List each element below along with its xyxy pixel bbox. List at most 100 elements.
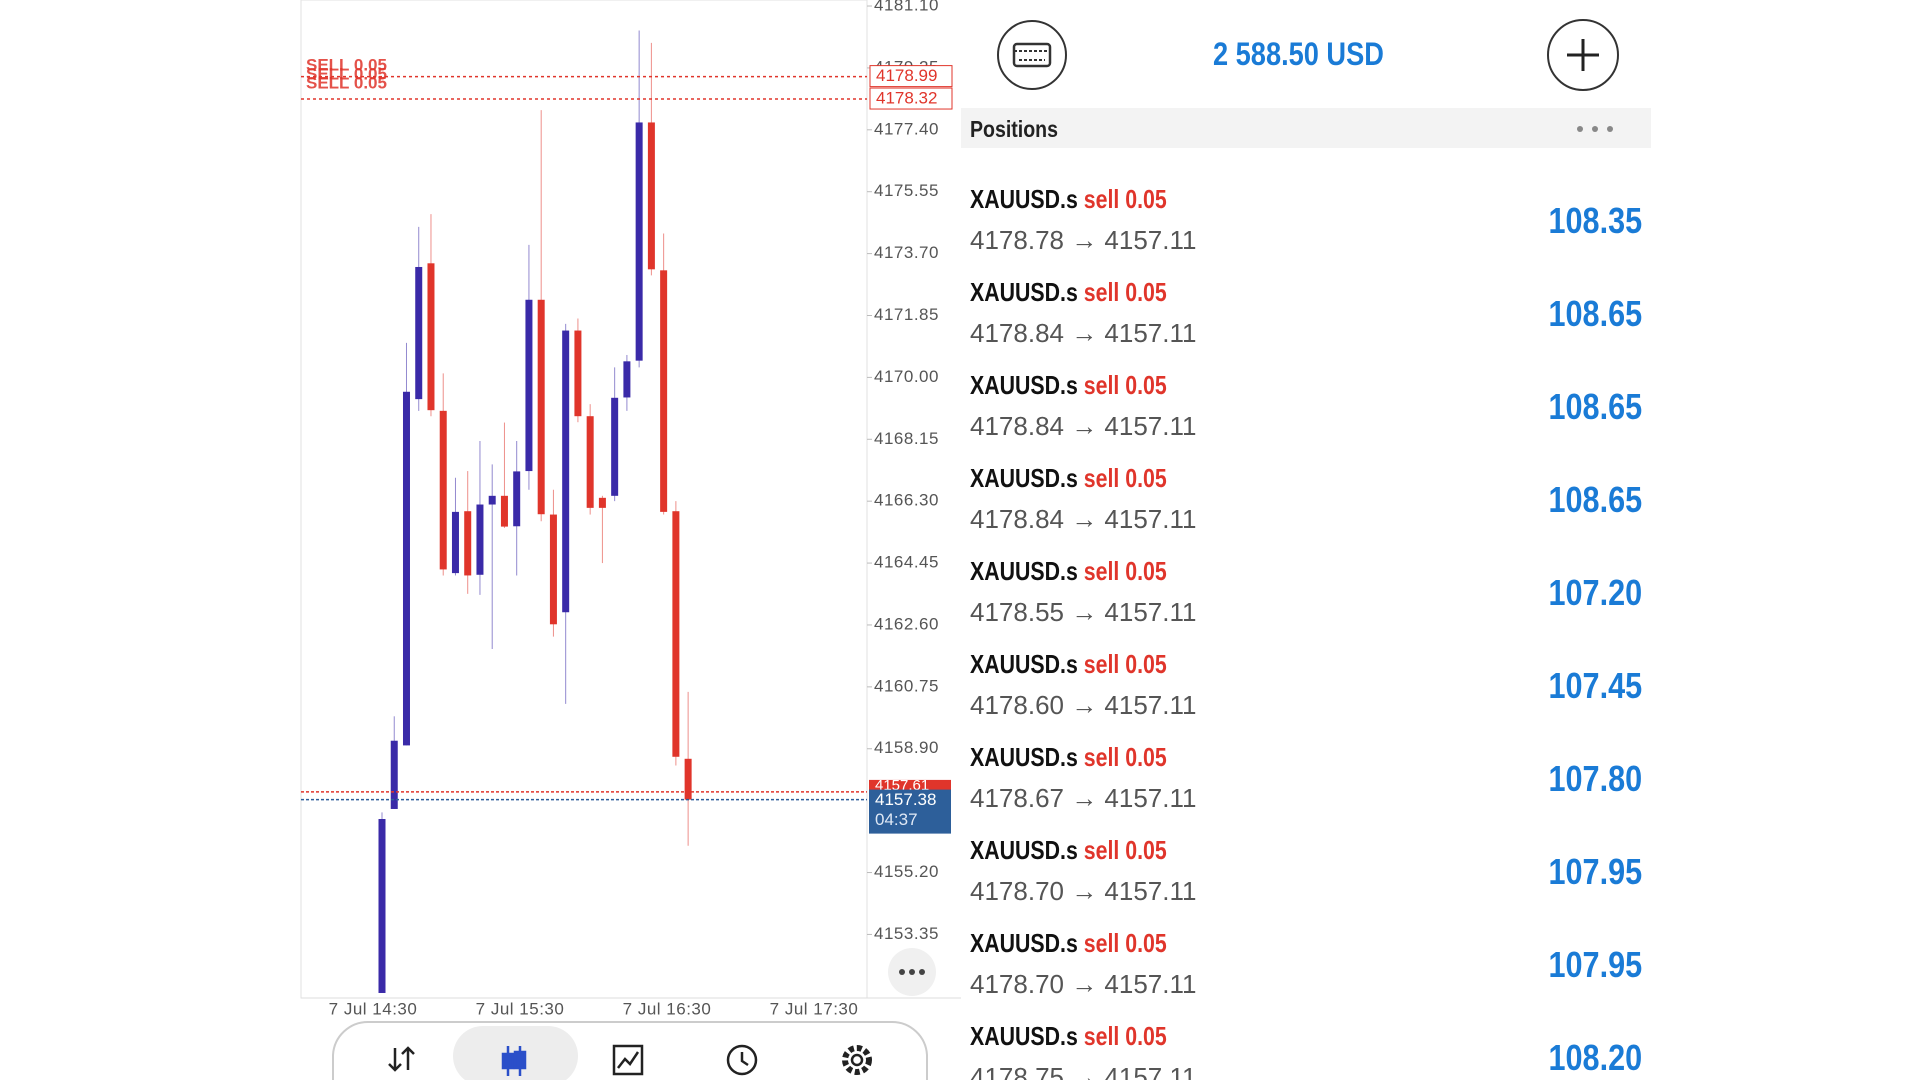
x-tick-label: 7 Jul 17:30 — [770, 999, 859, 1018]
bid-label: 4157.38 — [875, 790, 936, 809]
order-tag: SELL 0.05 — [306, 64, 387, 83]
position-row[interactable]: XAUUSD.s sell 0.05 4178.78 → 4157.11 108.3… — [970, 184, 1642, 277]
candle-body — [488, 495, 496, 505]
toolbar — [332, 1020, 928, 1080]
candle-body — [684, 758, 692, 800]
symbol: XAUUSD.s — [970, 556, 1078, 586]
prices: 4178.60 → 4157.11 — [970, 690, 1197, 720]
candle-body — [647, 122, 655, 270]
settings-tab[interactable] — [842, 1045, 872, 1075]
profit: 108.35 — [1548, 200, 1642, 241]
position-title: XAUUSD.s sell 0.05 — [970, 556, 1167, 587]
symbol: XAUUSD.s — [970, 649, 1078, 679]
bid-box — [869, 789, 951, 834]
candle-body — [439, 410, 447, 570]
symbol: XAUUSD.s — [970, 463, 1078, 493]
symbol: XAUUSD.s — [970, 370, 1078, 400]
candle-body — [476, 504, 484, 575]
candle-body — [623, 361, 631, 398]
balance: 2 588.50 USD — [1213, 36, 1384, 72]
y-tick-label: 4177.40 — [874, 119, 939, 138]
candle-body — [574, 330, 582, 417]
side: sell 0.05 — [1083, 742, 1167, 772]
position-title: XAUUSD.s sell 0.05 — [970, 463, 1167, 494]
prices: 4178.84 → 4157.11 — [970, 411, 1197, 441]
candle-body — [549, 514, 557, 625]
chart: 4181.104179.254177.404175.554173.704171.… — [300, 0, 961, 1080]
new-order-button[interactable] — [1543, 15, 1623, 95]
positions-menu[interactable] — [1575, 124, 1615, 134]
position-row[interactable]: XAUUSD.s sell 0.05 4178.75 → 4157.11 108.2… — [970, 1021, 1642, 1080]
position-row[interactable]: XAUUSD.s sell 0.05 4178.67 → 4157.11 107.8… — [970, 742, 1642, 835]
side: sell 0.05 — [1083, 370, 1167, 400]
side: sell 0.05 — [1083, 835, 1167, 865]
candle-body — [635, 122, 643, 361]
position-row[interactable]: XAUUSD.s sell 0.05 4178.60 → 4157.11 107.4… — [970, 649, 1642, 742]
side: sell 0.05 — [1083, 277, 1167, 307]
candle-body — [525, 299, 533, 472]
position-title: XAUUSD.s sell 0.05 — [970, 928, 1167, 959]
profit: 107.95 — [1548, 944, 1642, 985]
profit: 107.95 — [1548, 851, 1642, 892]
candle-body — [672, 511, 680, 757]
position-row[interactable]: XAUUSD.s sell 0.05 4178.84 → 4157.11 108.6… — [970, 463, 1642, 556]
candle-body — [500, 495, 508, 527]
profit: 108.20 — [1548, 1037, 1642, 1078]
candle-body — [513, 471, 521, 527]
candle-body — [586, 416, 594, 508]
position-title: XAUUSD.s sell 0.05 — [970, 742, 1167, 773]
order-tag: SELL 0.05 — [306, 73, 387, 92]
positions-header: Positions — [961, 108, 1651, 148]
y-tick-label: 4171.85 — [874, 305, 939, 324]
y-tick-label: 4181.10 — [874, 0, 939, 15]
profit: 108.65 — [1548, 293, 1642, 334]
y-tick-label: 4158.90 — [874, 738, 939, 757]
profit: 108.65 — [1548, 479, 1642, 520]
position-row[interactable]: XAUUSD.s sell 0.05 4178.55 → 4157.11 107.2… — [970, 556, 1642, 649]
position-title: XAUUSD.s sell 0.05 — [970, 277, 1167, 308]
deposit-button[interactable] — [992, 15, 1072, 95]
y-tick-label: 4170.00 — [874, 367, 939, 386]
side: sell 0.05 — [1083, 463, 1167, 493]
candle-body — [464, 511, 472, 576]
candle-body — [415, 266, 423, 400]
candle-body — [611, 397, 619, 496]
profit: 107.80 — [1548, 758, 1642, 799]
candle-body — [562, 330, 570, 613]
chart-tab[interactable] — [501, 1046, 527, 1076]
indicators-tab[interactable] — [612, 1044, 644, 1076]
plot-area — [300, 0, 868, 999]
prices: 4178.75 → 4157.11 — [970, 1062, 1197, 1080]
candle-body — [402, 391, 410, 746]
position-title: XAUUSD.s sell 0.05 — [970, 835, 1167, 866]
position-row[interactable]: XAUUSD.s sell 0.05 4178.84 → 4157.11 108.6… — [970, 277, 1642, 370]
side: sell 0.05 — [1083, 928, 1167, 958]
position-title: XAUUSD.s sell 0.05 — [970, 1021, 1167, 1052]
position-row[interactable]: XAUUSD.s sell 0.05 4178.70 → 4157.11 107.9… — [970, 835, 1642, 928]
profit: 107.45 — [1548, 665, 1642, 706]
y-tick-label: 4175.55 — [874, 181, 939, 200]
timer: 04:37 — [875, 810, 918, 829]
position-title: XAUUSD.s sell 0.05 — [970, 370, 1167, 401]
y-tick-label: 4168.15 — [874, 429, 939, 448]
more-button[interactable] — [888, 948, 936, 996]
position-row[interactable]: XAUUSD.s sell 0.05 4178.70 → 4157.11 107.9… — [970, 928, 1642, 1021]
y-tick-label: 4153.35 — [874, 924, 939, 943]
history-tab[interactable] — [726, 1044, 758, 1076]
side: sell 0.05 — [1083, 184, 1167, 214]
prices: 4178.55 → 4157.11 — [970, 597, 1197, 627]
candle-body — [598, 497, 606, 508]
positions-panel: Positions XAUUSD.s sell 0.05 4178.78 → 41… — [961, 0, 1651, 1080]
prices: 4178.78 → 4157.11 — [970, 225, 1197, 255]
trade-tab[interactable] — [388, 1046, 415, 1072]
symbol: XAUUSD.s — [970, 1021, 1078, 1051]
y-tick-label: 4160.75 — [874, 676, 939, 695]
order-price-box — [869, 87, 953, 110]
position-row[interactable]: XAUUSD.s sell 0.05 4178.84 → 4157.11 108.6… — [970, 370, 1642, 463]
y-tick-label: 4166.30 — [874, 491, 939, 510]
order-price-label: 4178.99 — [876, 66, 937, 85]
symbol: XAUUSD.s — [970, 928, 1078, 958]
y-tick-label: 4164.45 — [874, 553, 939, 572]
profit: 107.20 — [1548, 572, 1642, 613]
